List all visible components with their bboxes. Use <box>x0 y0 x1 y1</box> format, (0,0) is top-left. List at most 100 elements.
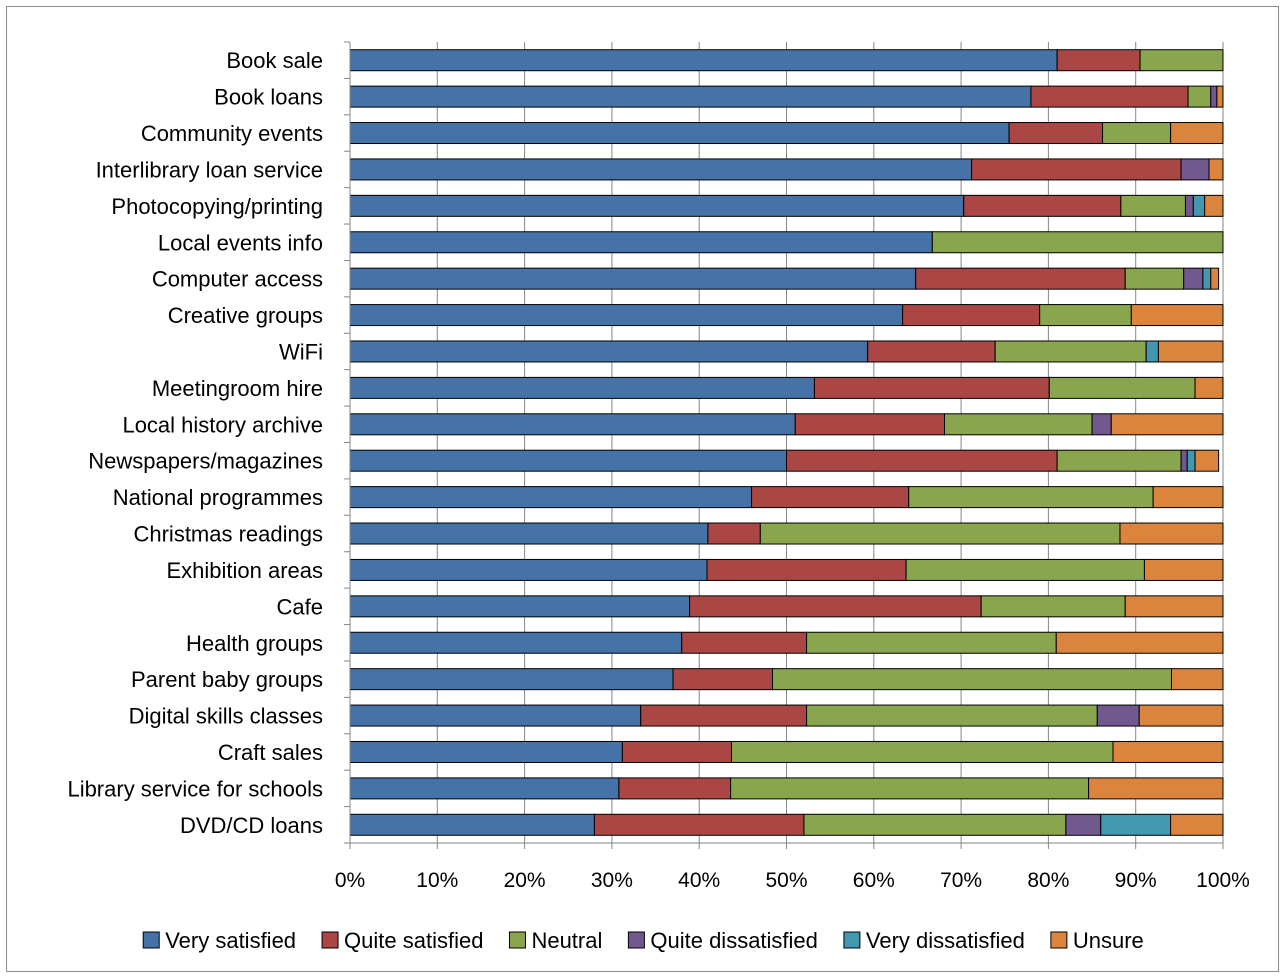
legend-swatch-very-dissatisfied <box>843 931 861 949</box>
bar-segment-very-satisfied <box>349 704 642 727</box>
bar-segment-quite-dissatisfied <box>1096 704 1140 727</box>
category-label: Newspapers/magazines <box>88 449 323 474</box>
bar-segment-neutral <box>759 522 1121 545</box>
category-label: Exhibition areas <box>166 558 323 583</box>
bar-segment-quite-dissatisfied <box>1180 449 1188 472</box>
legend-swatch-quite-satisfied <box>321 931 339 949</box>
category-label: Local history archive <box>122 412 323 437</box>
bar-segment-very-satisfied <box>349 595 691 618</box>
legend: Very satisfied Quite satisfied Neutral Quit… <box>142 928 1144 953</box>
category-label: Digital skills classes <box>129 704 323 729</box>
category-label: WiFi <box>279 339 323 364</box>
bar-segment-quite-satisfied <box>593 813 805 836</box>
category-label: Creative groups <box>168 303 323 328</box>
bar-segment-quite-satisfied <box>915 267 1126 290</box>
x-tick-label: 50% <box>765 869 807 892</box>
bar-segment-very-satisfied <box>349 49 1058 72</box>
bar-segment-neutral <box>730 777 1090 800</box>
bar-segment-very-satisfied <box>349 158 973 181</box>
bar-segment-very-satisfied <box>349 449 787 472</box>
category-label: Parent baby groups <box>131 667 323 692</box>
bar-segment-very-satisfied <box>349 777 620 800</box>
x-tick-label: 20% <box>504 869 546 892</box>
bar-segment-neutral <box>1056 449 1182 472</box>
bar-segment-quite-satisfied <box>794 413 946 436</box>
bar-segment-quite-satisfied <box>902 304 1041 327</box>
bar-segment-neutral <box>1139 49 1224 72</box>
bar-segment-neutral <box>980 595 1126 618</box>
bar-segment-neutral <box>806 631 1057 654</box>
bar-segment-unsure <box>1143 558 1224 581</box>
bar-segment-unsure <box>1152 486 1224 509</box>
axes <box>344 41 1224 849</box>
bar-segment-unsure <box>1119 522 1224 545</box>
bar-segment-unsure <box>1170 122 1224 145</box>
bar-segment-unsure <box>1130 304 1224 327</box>
bar-segment-quite-dissatisfied <box>1065 813 1102 836</box>
bar-segment-unsure <box>1204 194 1224 217</box>
bar-segment-quite-satisfied <box>707 522 761 545</box>
x-tick-label: 10% <box>416 869 458 892</box>
legend-label: Very satisfied <box>165 928 296 953</box>
bar-segment-quite-satisfied <box>1008 122 1104 145</box>
bar-segment-neutral <box>1102 122 1172 145</box>
bar-segment-quite-satisfied <box>813 376 1050 399</box>
bar-segment-unsure <box>1088 777 1224 800</box>
bar-segment-quite-satisfied <box>786 449 1058 472</box>
x-tick-labels: 0% 10% 20% 30% 40% 50% 60% 70% 80% 90% 100% <box>335 869 1250 892</box>
category-label: Health groups <box>186 631 323 656</box>
bar-segment-quite-satisfied <box>621 740 733 763</box>
category-label: Interlibrary loan service <box>96 157 323 182</box>
bar-segment-very-dissatisfied <box>1145 340 1159 363</box>
bar-segment-quite-dissatisfied <box>1180 158 1210 181</box>
legend-swatch-unsure <box>1050 931 1068 949</box>
bar-segment-quite-satisfied <box>672 668 774 691</box>
x-tick-label: 0% <box>335 869 365 892</box>
bar-segment-unsure <box>1194 449 1220 472</box>
bar-segment-very-satisfied <box>349 668 674 691</box>
x-tick-label: 100% <box>1196 869 1250 892</box>
bar-segment-very-satisfied <box>349 340 869 363</box>
bar-segment-very-satisfied <box>349 267 917 290</box>
x-tick-label: 80% <box>1027 869 1069 892</box>
category-label: Craft sales <box>218 740 323 765</box>
bar-segment-very-satisfied <box>349 85 1032 108</box>
bar-segment-quite-satisfied <box>706 558 907 581</box>
bar-segment-quite-satisfied <box>751 486 910 509</box>
bar-segment-neutral <box>1039 304 1132 327</box>
bars <box>349 49 1224 836</box>
bar-segment-neutral <box>931 231 1224 254</box>
bar-segment-very-satisfied <box>349 813 595 836</box>
bar-segment-very-satisfied <box>349 376 815 399</box>
bar-segment-unsure <box>1055 631 1224 654</box>
bar-segment-very-satisfied <box>349 231 933 254</box>
legend-label: Quite satisfied <box>344 928 483 953</box>
legend-swatch-very-satisfied <box>142 931 160 949</box>
bar-segment-very-dissatisfied <box>1202 267 1212 290</box>
bar-segment-neutral <box>772 668 1172 691</box>
chart-frame: Book sale Book loans Community events Inter… <box>6 6 1279 972</box>
bar-segment-unsure <box>1208 158 1224 181</box>
bar-segment-very-satisfied <box>349 740 623 763</box>
bar-segment-neutral <box>1120 194 1186 217</box>
bar-segment-very-dissatisfied <box>1192 194 1206 217</box>
bar-segment-quite-satisfied <box>971 158 1182 181</box>
bar-segment-quite-satisfied <box>1056 49 1141 72</box>
bar-segment-neutral <box>731 740 1114 763</box>
bar-segment-very-satisfied <box>349 558 708 581</box>
category-label: Local events info <box>158 230 323 255</box>
bar-segment-very-satisfied <box>349 413 796 436</box>
bar-segment-neutral <box>908 486 1154 509</box>
category-label: Book loans <box>214 85 323 110</box>
bar-segment-unsure <box>1216 85 1224 108</box>
bar-segment-very-dissatisfied <box>1100 813 1172 836</box>
bar-segment-neutral <box>806 704 1098 727</box>
bar-segment-very-dissatisfied <box>1186 449 1196 472</box>
x-tick-label: 30% <box>591 869 633 892</box>
bar-segment-quite-dissatisfied <box>1183 267 1204 290</box>
category-label: Christmas readings <box>133 522 323 547</box>
bar-segment-very-satisfied <box>349 194 965 217</box>
bar-segment-unsure <box>1112 740 1224 763</box>
bar-segment-very-satisfied <box>349 304 904 327</box>
bar-segment-quite-dissatisfied <box>1184 194 1194 217</box>
